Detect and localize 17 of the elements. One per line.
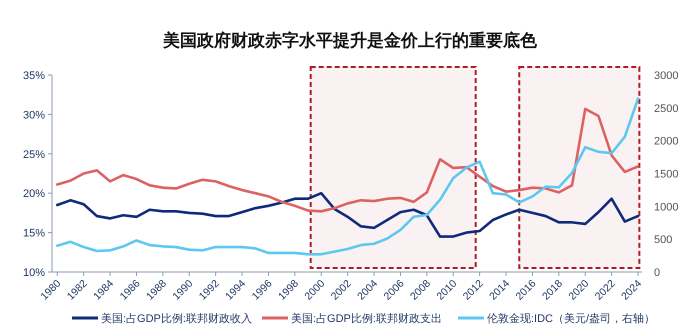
y2-tick-label: 1000: [654, 201, 678, 214]
legend-label: 美国:占GDP比例:联邦财政收入: [101, 312, 252, 325]
y-tick-label: 20%: [22, 188, 46, 200]
y2-tick-label: 0: [654, 267, 660, 279]
y2-tick-label: 500: [654, 234, 672, 246]
y-tick-label: 15%: [22, 228, 46, 240]
y2-tick-label: 2500: [654, 102, 678, 115]
y-tick-label: 25%: [22, 148, 46, 161]
y-tick-label: 30%: [22, 109, 46, 122]
y2-tick-label: 2000: [654, 136, 678, 148]
legend-label: 伦敦金现:IDC（美元/盎司，右轴）: [487, 312, 656, 325]
y-tick-label: 35%: [22, 70, 46, 82]
chart-title: 美国政府财政赤字水平提升是金价上行的重要底色: [162, 31, 538, 50]
legend-label: 美国:占GDP比例:联邦财政支出: [291, 312, 442, 325]
y2-tick-label: 3000: [654, 70, 678, 82]
y-tick-label: 10%: [22, 267, 46, 279]
y2-tick-label: 1500: [654, 168, 678, 180]
